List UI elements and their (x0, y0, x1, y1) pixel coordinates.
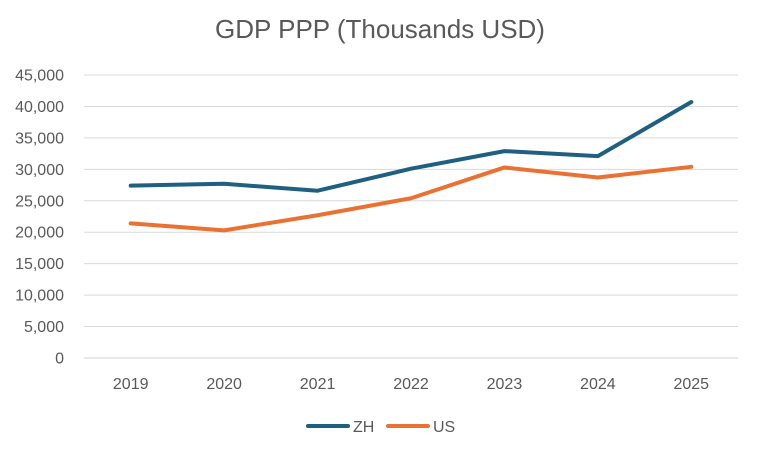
y-tick-label: 45,000 (15, 68, 64, 85)
x-axis-tick-labels: 2019 2020 2021 2022 2023 2024 2025 (113, 376, 709, 393)
y-tick-label: 15,000 (15, 256, 64, 273)
x-tick-label: 2024 (580, 376, 616, 393)
x-tick-label: 2022 (393, 376, 429, 393)
x-tick-label: 2020 (206, 376, 242, 393)
series-lines (128, 100, 694, 233)
legend: ZH US (306, 419, 455, 436)
y-tick-label: 20,000 (15, 225, 64, 242)
x-tick-label: 2023 (487, 376, 523, 393)
x-tick-label: 2021 (300, 376, 336, 393)
chart-title: GDP PPP (Thousands USD) (215, 14, 545, 44)
y-tick-label: 0 (55, 351, 64, 368)
gridlines (84, 74, 738, 359)
y-tick-label: 40,000 (15, 99, 64, 116)
x-tick-label: 2025 (673, 376, 709, 393)
y-tick-label: 5,000 (24, 319, 64, 336)
y-axis-tick-labels: 0 5,000 10,000 15,000 20,000 25,000 30,000 35,0… (15, 68, 64, 368)
series-line-us (128, 164, 694, 233)
y-tick-label: 10,000 (15, 288, 64, 305)
legend-entry-us: US (386, 419, 455, 436)
legend-entry-zh: ZH (306, 419, 374, 436)
legend-label: ZH (353, 419, 374, 436)
y-tick-label: 30,000 (15, 162, 64, 179)
y-tick-label: 25,000 (15, 193, 64, 210)
legend-label: US (433, 419, 455, 436)
x-tick-label: 2019 (113, 376, 149, 393)
y-tick-label: 35,000 (15, 130, 64, 147)
